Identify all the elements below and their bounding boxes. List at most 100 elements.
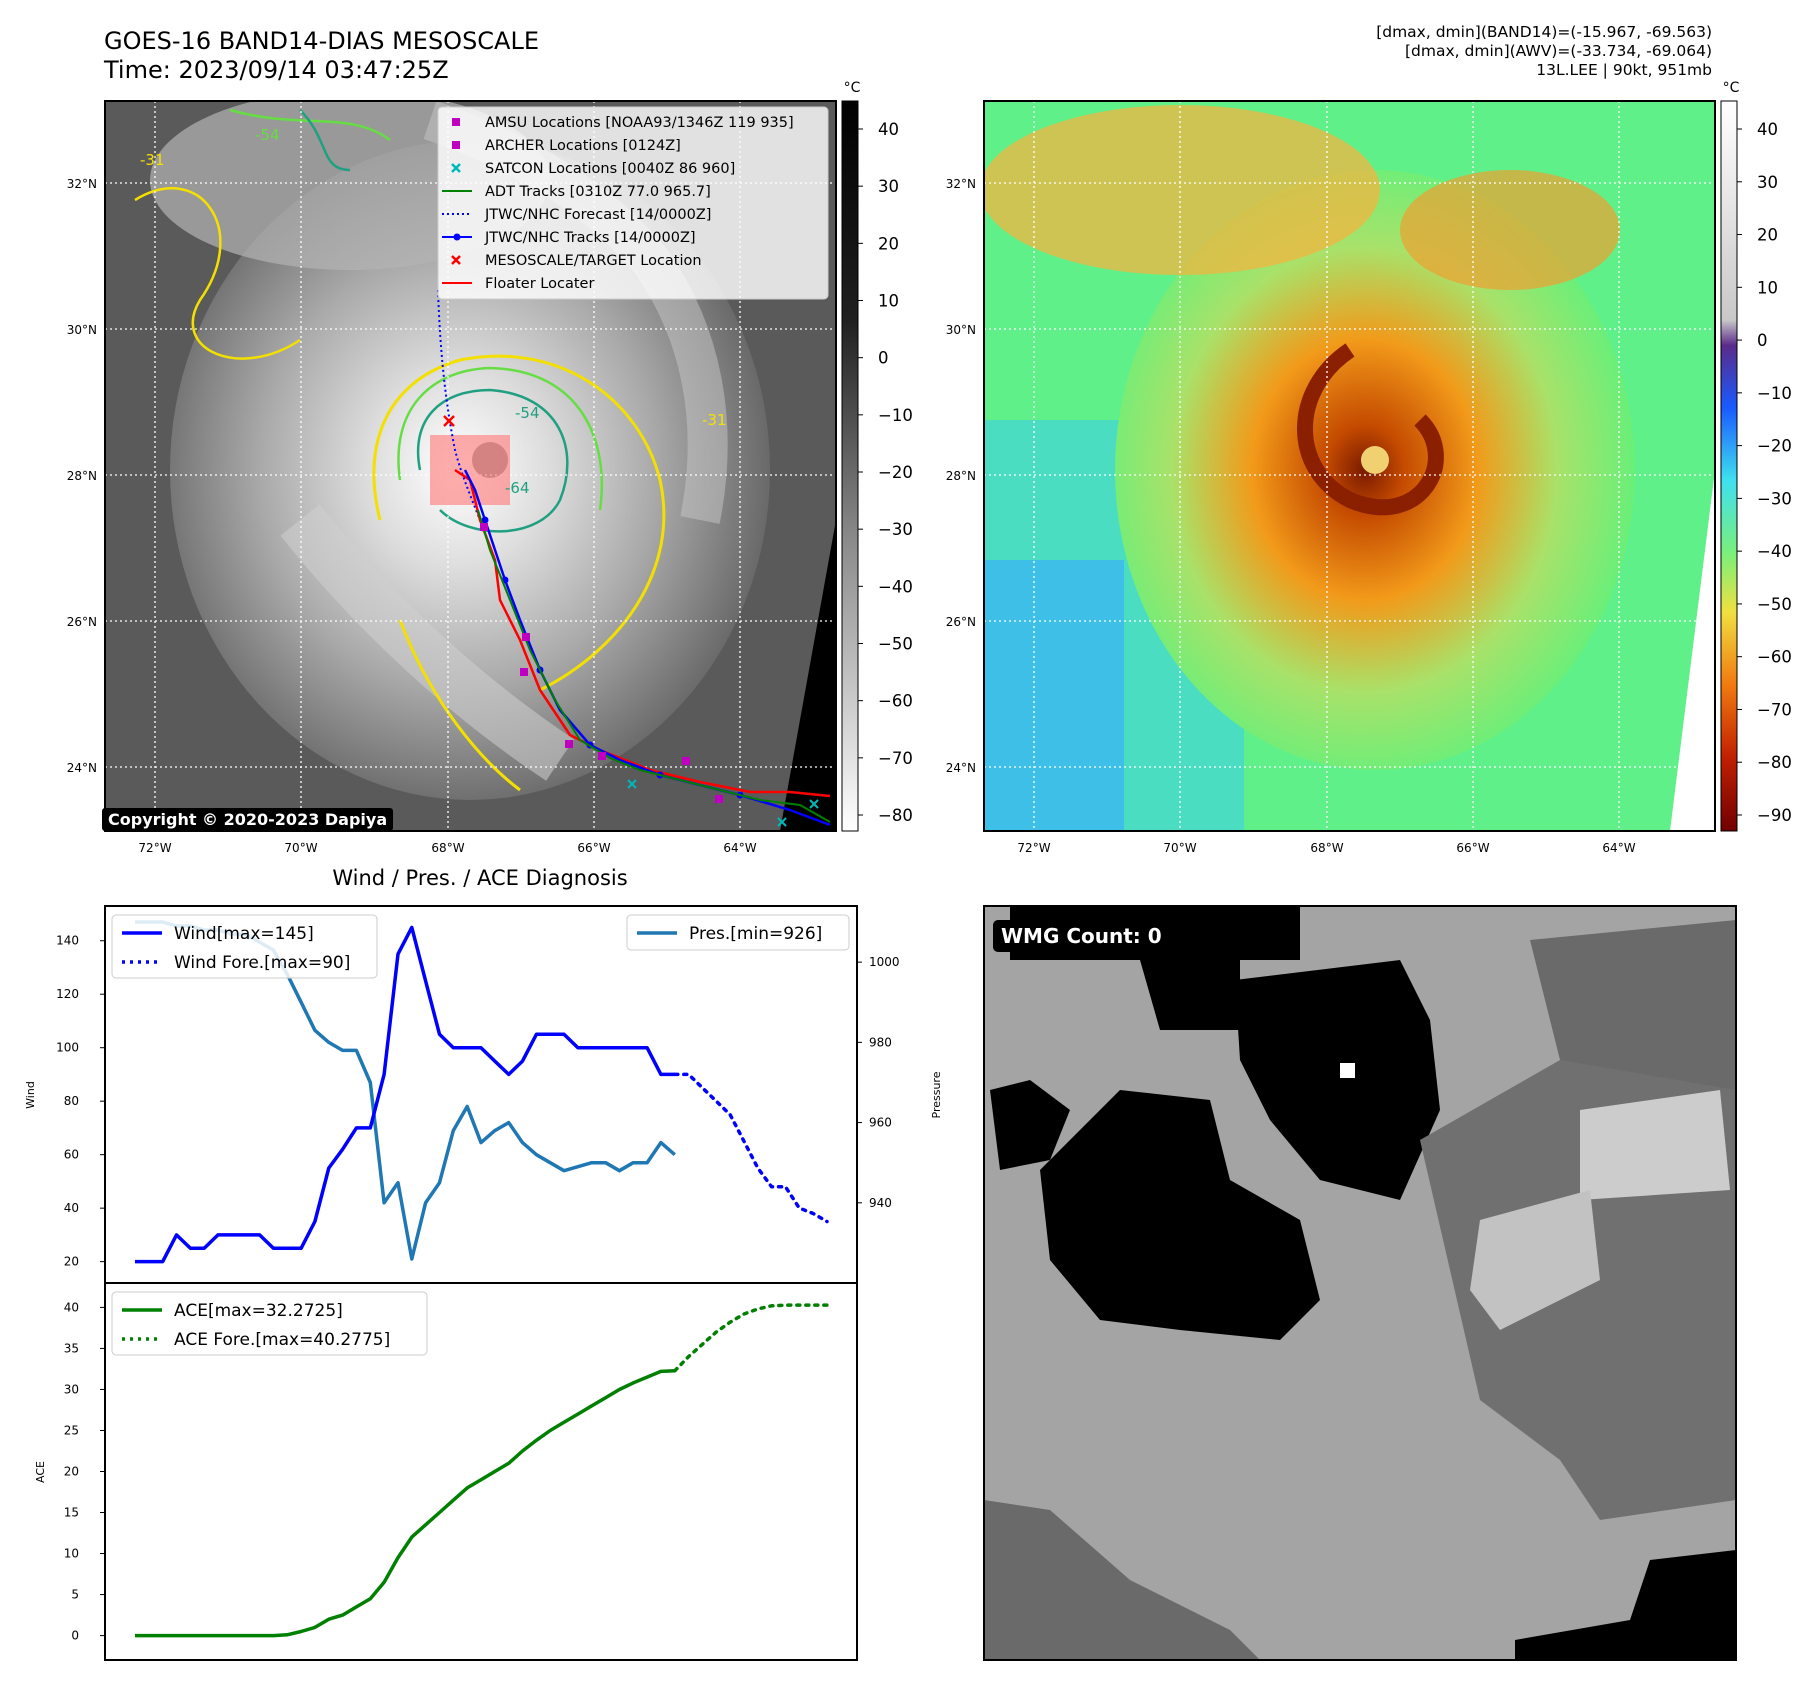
northeast-band-color xyxy=(1400,170,1620,290)
ace-tick-label: 40 xyxy=(64,1300,79,1314)
wmg-panel xyxy=(983,905,1737,1661)
legend-label: JTWC/NHC Tracks [14/0000Z] xyxy=(484,230,696,246)
lat-label: 24°N xyxy=(67,761,97,775)
wmg-cold-region xyxy=(1040,1090,1320,1340)
map1-no-data xyxy=(780,520,836,831)
wmg-bright-region xyxy=(1470,1190,1600,1330)
lat-label: 32°N xyxy=(946,177,976,191)
ace-ylabel: ACE xyxy=(34,1461,47,1483)
legend-item: ADT Tracks [0310Z 77.0 965.7] xyxy=(442,184,711,200)
pressure-tick-label: 1000 xyxy=(869,955,900,969)
contour-label: -31 xyxy=(702,411,727,429)
contour-yellow xyxy=(398,619,521,792)
pressure-ylabel: Pressure xyxy=(930,1071,943,1118)
legend-marker-dot xyxy=(453,233,461,241)
contour-label: -64 xyxy=(505,479,530,497)
contour-yellow xyxy=(372,354,666,692)
satcon-markers xyxy=(627,779,819,827)
wind-tick-label: 40 xyxy=(64,1201,79,1215)
info-band14: [dmax, dmin](BAND14)=(-15.967, -69.563) xyxy=(1376,23,1712,41)
colorbar-tick-label: −50 xyxy=(1757,595,1792,614)
info-awv: [dmax, dmin](AWV)=(-33.734, -69.064) xyxy=(1405,42,1712,60)
wind-tick-label: 60 xyxy=(64,1148,79,1162)
target-x-marker xyxy=(443,415,455,427)
map2-gridlines xyxy=(984,101,1715,831)
colorbar-tick-label: 40 xyxy=(1757,120,1778,139)
lat-label: 28°N xyxy=(67,469,97,483)
contour-label: -31 xyxy=(140,151,165,169)
legend-label: Floater Locater xyxy=(485,276,594,292)
colorbar-tick-label: 0 xyxy=(1757,331,1768,350)
colorbar-tick-label: 20 xyxy=(1757,226,1778,245)
lon-label: 72°W xyxy=(138,841,171,855)
ace-tick-label: 30 xyxy=(64,1382,79,1396)
contour-label: -54 xyxy=(515,404,540,422)
colorbar-tick-label: 30 xyxy=(878,177,899,196)
lon-label: 66°W xyxy=(577,841,610,855)
contour-label: -54 xyxy=(255,126,280,144)
ace-legend-box xyxy=(111,1291,428,1356)
pressure-axis: 1000 980 960 940 xyxy=(857,955,900,1210)
lon-label: 72°W xyxy=(1017,841,1050,855)
colorbar-tick-label: −90 xyxy=(1757,806,1792,825)
legend-label: ADT Tracks [0310Z 77.0 965.7] xyxy=(485,184,711,200)
colorbar-tick-label: −80 xyxy=(878,806,913,825)
colorbar-tick-label: 0 xyxy=(878,349,889,368)
wmg-cold-region xyxy=(1515,1550,1736,1660)
wind-series xyxy=(135,925,675,1264)
wind-tick-label: 80 xyxy=(64,1094,79,1108)
colorbar-tick-label: −20 xyxy=(878,463,913,482)
pressure-tick-label: 960 xyxy=(869,1116,892,1130)
ace-tick-label: 10 xyxy=(64,1547,79,1561)
ace-tick-label: 20 xyxy=(64,1465,79,1479)
ace-legend-label: ACE[max=32.2725] xyxy=(174,1301,343,1321)
wind-legend-box xyxy=(111,914,378,979)
legend-label: MESOSCALE/TARGET Location xyxy=(485,253,702,269)
colorbar-tick-label: −80 xyxy=(1757,753,1792,772)
wind-fore-legend-label: Wind Fore.[max=90] xyxy=(174,953,350,973)
legend-item: MESOSCALE/TARGET Location xyxy=(451,253,702,269)
contour-teal xyxy=(299,109,351,172)
wmg-bright-region xyxy=(1580,1090,1730,1200)
pressure-tick-label: 940 xyxy=(869,1196,892,1210)
ace-tick-label: 5 xyxy=(71,1588,79,1602)
wind-tick-label: 20 xyxy=(64,1255,79,1269)
wmg-moderate-region xyxy=(984,1500,1260,1660)
lon-label: 64°W xyxy=(723,841,756,855)
map2-frame xyxy=(983,100,1716,832)
lat-label: 32°N xyxy=(67,177,97,191)
legend-marker xyxy=(451,255,461,265)
map1-legend: AMSU Locations [NOAA93/1346Z 119 935] ARC… xyxy=(437,106,829,300)
copyright-label: Copyright © 2020-2023 Dapiya xyxy=(102,808,394,831)
storm-eye-color xyxy=(1361,446,1389,474)
legend-item: ARCHER Locations [0124Z] xyxy=(452,138,681,154)
ace-tick-label: 0 xyxy=(71,1629,79,1643)
wind-tick-label: 120 xyxy=(56,987,79,1001)
lat-label: 28°N xyxy=(946,469,976,483)
clear-air-region-2 xyxy=(984,560,1124,831)
colorbar-tick-label: −50 xyxy=(878,635,913,654)
figure-time: Time: 2023/09/14 03:47:25Z xyxy=(104,56,449,84)
lat-label: 24°N xyxy=(946,761,976,775)
pressure-legend: Pres.[min=926] xyxy=(626,914,850,951)
map-axis-labels: 32°N 30°N 28°N 26°N 24°N 72°W 70°W 68°W 66°W 64°W… xyxy=(67,177,1636,855)
forecast-track xyxy=(437,289,481,521)
ace-tick-label: 35 xyxy=(64,1341,79,1355)
colorbar-tick-label: 30 xyxy=(1757,173,1778,192)
legend-marker xyxy=(452,118,460,126)
colorbar-tick-label: 10 xyxy=(1757,278,1778,297)
legend-item: JTWC/NHC Tracks [14/0000Z] xyxy=(442,230,696,246)
info-block: [dmax, dmin](BAND14)=(-15.967, -69.563) … xyxy=(1376,23,1712,80)
lat-label: 30°N xyxy=(946,323,976,337)
map1-colorbar-ticks: 40 30 20 10 0 −10 −20 −30 −40 −50 −60 −70 −80 xyxy=(858,120,913,825)
colorbar-tick-label: −40 xyxy=(1757,542,1792,561)
eyewall-spiral xyxy=(1297,343,1444,516)
wmg-frame xyxy=(983,905,1737,1661)
ace-fore-legend-label: ACE Fore.[max=40.2775] xyxy=(174,1330,390,1350)
lat-label: 26°N xyxy=(67,615,97,629)
ace-axis: 40 35 30 25 20 15 10 5 0 xyxy=(64,1300,105,1643)
map2-colorbar xyxy=(1720,100,1738,832)
legend-label: SATCON Locations [0040Z 86 960] xyxy=(485,161,735,177)
legend-label: ARCHER Locations [0124Z] xyxy=(485,138,681,154)
